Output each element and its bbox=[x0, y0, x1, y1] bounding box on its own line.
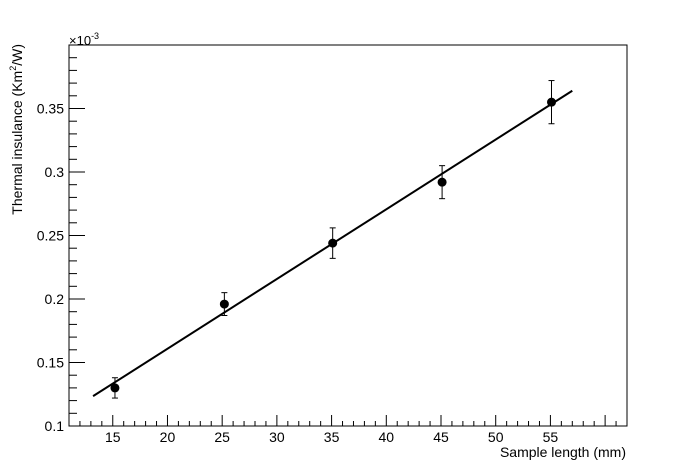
x-tick-label: 50 bbox=[488, 429, 504, 445]
data-point bbox=[547, 80, 557, 125]
point-marker bbox=[219, 299, 229, 309]
data-point bbox=[110, 377, 120, 399]
x-axis: 15 20 25 30 35 40 45 50 55 bbox=[79, 415, 617, 445]
x-tick-label: 30 bbox=[269, 429, 285, 445]
y-tick-label: 0.2 bbox=[45, 291, 65, 307]
x-tick-label: 40 bbox=[379, 429, 395, 445]
data-points bbox=[110, 80, 557, 399]
plot-frame bbox=[68, 44, 628, 427]
y-tick-label: 0.35 bbox=[37, 101, 64, 117]
point-marker bbox=[328, 238, 338, 248]
data-point bbox=[437, 165, 447, 200]
y-tick-label: 0.25 bbox=[37, 228, 64, 244]
y-tick-label: 0.1 bbox=[45, 418, 65, 434]
point-marker bbox=[437, 177, 447, 187]
plot-border bbox=[68, 44, 628, 427]
x-tick-label: 55 bbox=[543, 429, 559, 445]
x-tick-label: 25 bbox=[214, 429, 230, 445]
x-tick-label: 20 bbox=[160, 429, 176, 445]
y-axis: 0.1 0.15 0.2 0.25 0.3 0.35 bbox=[37, 44, 85, 434]
y-tick-label: 0.3 bbox=[45, 164, 65, 180]
x-axis-title: Sample length (mm) bbox=[500, 444, 626, 460]
data-point bbox=[328, 227, 338, 259]
data-point bbox=[219, 292, 229, 317]
y-exponent-label: ×10-3 bbox=[69, 31, 99, 48]
y-axis-title: Thermal insulance (Km2/W) bbox=[8, 44, 25, 215]
point-marker bbox=[110, 383, 120, 393]
x-tick-label: 15 bbox=[105, 429, 121, 445]
x-tick-label: 45 bbox=[433, 429, 449, 445]
point-marker bbox=[547, 97, 557, 107]
x-tick-label: 35 bbox=[324, 429, 340, 445]
y-tick-label: 0.15 bbox=[37, 355, 64, 371]
